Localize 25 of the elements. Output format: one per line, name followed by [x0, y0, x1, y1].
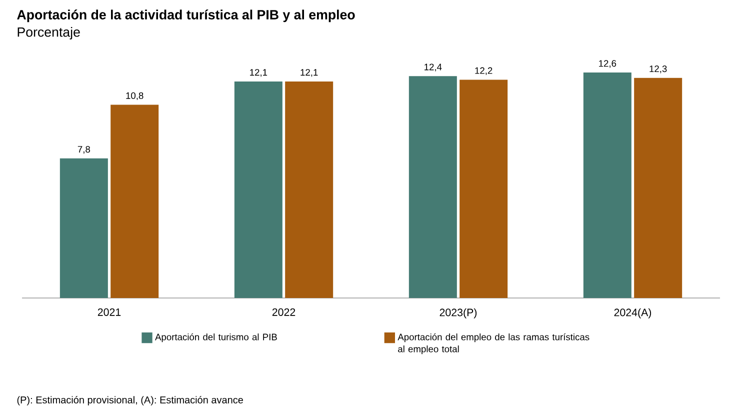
legend-label: Aportación del empleo de las ramas turísticas al empleo total [398, 333, 590, 354]
data-label: 12,3 [650, 66, 667, 74]
x-tick-label: 2021 [98, 308, 121, 316]
bar [110, 104, 159, 298]
data-label: 12,1 [300, 69, 318, 77]
x-tick-label: 2022 [272, 308, 296, 316]
data-label: 12,4 [424, 64, 442, 72]
bar [583, 72, 632, 298]
chart-title: Aportación de la actividad turística al PIB y al empleo [17, 10, 355, 22]
bar [60, 158, 108, 298]
bar [285, 81, 334, 298]
x-tick-label: 2024(A) [614, 308, 652, 318]
data-label: 12,2 [475, 67, 492, 75]
data-label: 7,8 [78, 146, 90, 154]
data-label: 12,6 [599, 60, 616, 68]
bar [634, 78, 682, 298]
data-label: 12,1 [250, 69, 268, 77]
chart-subtitle: Porcentaje [18, 27, 80, 40]
x-tick-label: 2023(P) [440, 308, 477, 318]
legend-label: Aportación del turismo al PIB [155, 333, 277, 342]
data-label: 10,8 [126, 92, 144, 100]
text: (P): Estimación provisional, (A): Estimación avance [17, 396, 243, 406]
bar [408, 76, 457, 298]
bar [234, 81, 282, 298]
bar [460, 80, 508, 298]
